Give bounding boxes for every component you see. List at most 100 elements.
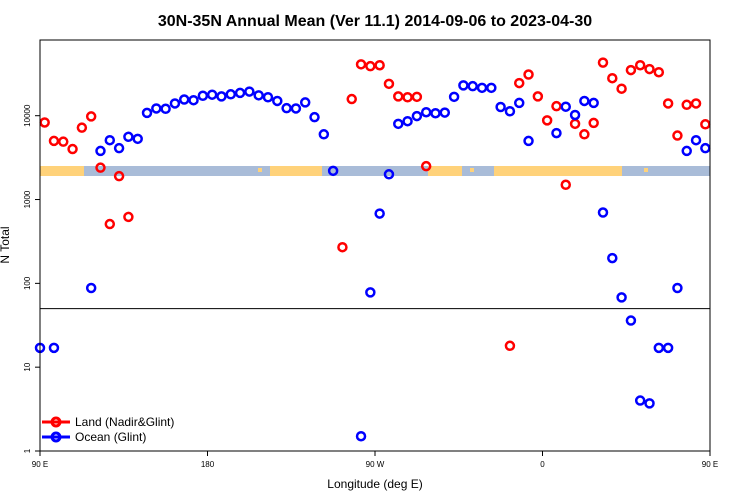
land-point: [67, 143, 78, 155]
y-tick-label: 10: [23, 362, 32, 371]
land-point: [690, 98, 702, 109]
y-tick-label: 1000: [23, 190, 32, 208]
ocean-point: [700, 142, 711, 154]
ocean-point: [690, 134, 702, 146]
x-tick-label: 90 E: [32, 460, 48, 469]
land-point: [523, 69, 534, 80]
ocean-point: [272, 95, 283, 107]
ocean-point: [216, 91, 227, 102]
land-point: [541, 115, 553, 126]
land-point: [532, 91, 544, 102]
land-point: [700, 119, 711, 130]
ocean-point: [262, 92, 274, 103]
ocean-point: [132, 133, 143, 145]
land-point: [588, 117, 599, 129]
y-tick-label: 100: [23, 276, 32, 290]
ocean-point: [402, 115, 413, 127]
ocean-point: [634, 395, 646, 406]
ocean-point: [355, 430, 367, 442]
ocean-point: [430, 107, 441, 119]
ocean-point: [616, 292, 627, 303]
ocean-point: [318, 129, 330, 140]
land-point: [355, 59, 367, 70]
y-axis-ticks: 1 10 100 1000 10000: [23, 104, 40, 453]
land-point: [616, 83, 627, 94]
ocean-point: [569, 109, 581, 121]
land-point: [95, 162, 106, 173]
data-points: [34, 57, 711, 442]
land-point: [48, 135, 60, 147]
ocean-point: [327, 165, 339, 177]
land-point: [113, 170, 125, 182]
y-tick-label: 1: [23, 448, 32, 453]
land-point: [346, 93, 357, 105]
ocean-point: [48, 342, 60, 354]
land-island: [470, 168, 474, 172]
x-tick-label: 180: [201, 460, 215, 469]
x-axis-ticks: 90 E 180 90 W 0 90 E: [32, 451, 718, 469]
land-point: [653, 66, 665, 78]
ocean-point: [644, 398, 655, 409]
land-point: [58, 136, 69, 147]
ocean-point: [104, 134, 116, 146]
land-point: [672, 130, 683, 141]
ocean-point: [653, 342, 665, 354]
ocean-point: [225, 89, 237, 100]
ocean-point: [141, 107, 153, 119]
ocean-point: [560, 101, 572, 112]
ocean-point: [290, 103, 302, 114]
legend-label-land: Land (Nadir&Glint): [75, 415, 174, 429]
ocean-point: [206, 89, 218, 100]
ocean-point: [672, 282, 683, 294]
land-point: [644, 63, 655, 75]
ocean-point: [420, 106, 432, 118]
ocean-point: [151, 103, 162, 114]
ocean-point: [448, 91, 460, 103]
ocean-point: [476, 82, 488, 94]
land-point: [551, 100, 562, 112]
legend-marker-ocean: [50, 431, 62, 443]
ocean-point: [169, 98, 181, 109]
land-point: [662, 98, 674, 109]
ocean-point: [495, 101, 506, 113]
land-point: [383, 78, 395, 90]
ocean-point: [85, 282, 97, 294]
land-segment: [270, 166, 322, 176]
ocean-point: [662, 342, 674, 354]
land-point: [393, 91, 404, 102]
ocean-point: [365, 287, 376, 298]
ocean-point: [253, 90, 264, 101]
ocean-point: [244, 86, 255, 97]
ocean-point: [681, 145, 692, 157]
legend-marker-land: [50, 416, 62, 428]
x-axis-label: Longitude (deg E): [327, 477, 422, 491]
x-tick-label: 0: [540, 460, 545, 469]
y-axis-label: N Total: [0, 226, 12, 263]
land-point: [39, 117, 50, 128]
ocean-point: [486, 82, 497, 94]
land-point: [337, 241, 348, 253]
ocean-band: [40, 166, 710, 176]
legend-label-ocean: Ocean (Glint): [75, 430, 146, 444]
ocean-point: [281, 102, 292, 114]
ocean-point: [523, 135, 534, 147]
land-point: [365, 60, 376, 72]
land-point: [420, 160, 432, 172]
land-segment: [428, 166, 462, 176]
chart-title: 30N-35N Annual Mean (Ver 11.1) 2014-09-0…: [158, 13, 592, 30]
land-point: [402, 92, 413, 103]
ocean-point: [383, 169, 395, 180]
land-point: [681, 99, 692, 111]
land-segment: [494, 166, 622, 176]
land-point: [597, 57, 609, 68]
ocean-point: [458, 80, 469, 91]
x-tick-label: 90 E: [702, 460, 718, 469]
ocean-point: [513, 97, 525, 109]
land-point: [560, 179, 572, 191]
land-point: [104, 218, 116, 230]
ocean-point: [113, 142, 125, 154]
ocean-point: [625, 315, 637, 326]
ocean-point: [551, 127, 562, 139]
land-point: [569, 118, 581, 130]
